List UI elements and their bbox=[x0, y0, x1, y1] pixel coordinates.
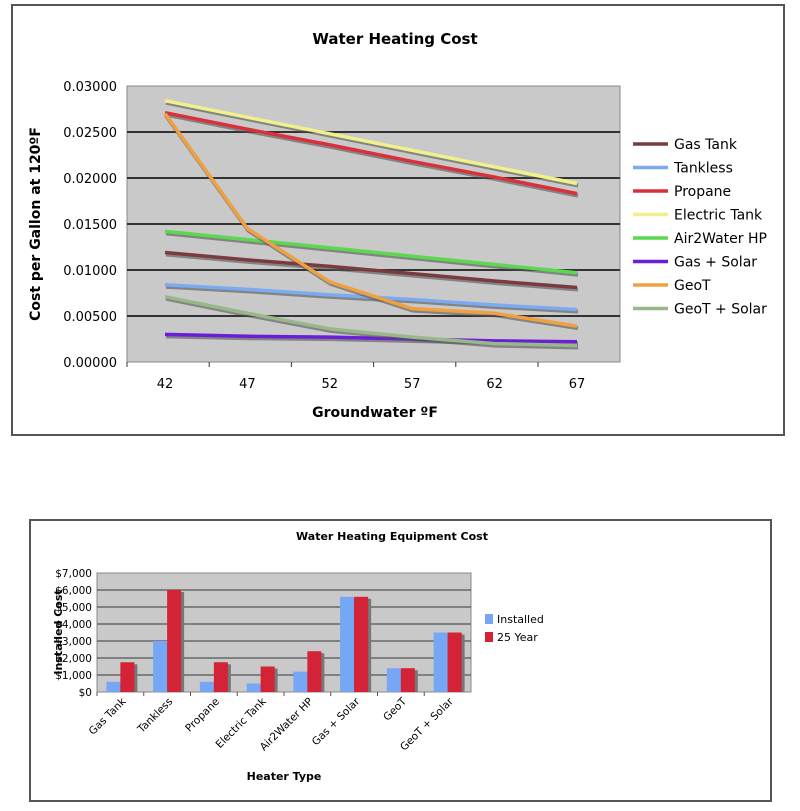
x-tick-label: 62 bbox=[486, 377, 503, 392]
y-tick-label: $2,000 bbox=[55, 653, 92, 665]
legend-label: GeoT bbox=[674, 278, 711, 294]
chart-title: Water Heating Cost bbox=[312, 30, 477, 48]
x-tick-label: 52 bbox=[322, 377, 339, 392]
series-line-electric-tank bbox=[164, 99, 578, 186]
series-line-propane bbox=[164, 110, 578, 196]
y-tick-label: $7,000 bbox=[55, 568, 92, 580]
series-line-geot bbox=[163, 112, 578, 328]
bar-25-year bbox=[213, 662, 228, 692]
y-tick-label: $1,000 bbox=[55, 670, 92, 682]
bar-installed bbox=[199, 681, 214, 692]
legend-label: Propane bbox=[674, 184, 731, 200]
bar-25-year bbox=[400, 668, 415, 692]
y-tick-label: 0.00500 bbox=[63, 310, 117, 325]
legend-label: Electric Tank bbox=[674, 208, 763, 224]
series-shadow bbox=[165, 296, 579, 350]
x-tick-label: 67 bbox=[569, 377, 586, 392]
y-tick-label: $0 bbox=[79, 687, 92, 699]
bar-25-year bbox=[260, 666, 275, 692]
bar-25-year bbox=[447, 632, 462, 692]
chart-title: Water Heating Equipment Cost bbox=[296, 530, 488, 543]
legend-label: Gas Tank bbox=[674, 137, 738, 153]
y-tick-label: 0.01000 bbox=[63, 264, 117, 279]
legend-label: GeoT + Solar bbox=[674, 302, 767, 318]
legend-swatch bbox=[485, 632, 493, 642]
legend-label: Tankless bbox=[673, 161, 733, 177]
x-tick-label: Gas Tank bbox=[87, 695, 130, 738]
series-line-gas-tank bbox=[164, 250, 578, 290]
bar-installed bbox=[106, 681, 121, 692]
bar-25-year bbox=[307, 651, 322, 692]
x-tick-label: 47 bbox=[239, 377, 256, 392]
x-axis-label: Groundwater ºF bbox=[312, 405, 438, 421]
bar-installed bbox=[153, 641, 168, 692]
legend-label: Installed bbox=[497, 613, 544, 626]
x-tick-label: Tankless bbox=[135, 696, 175, 736]
series-shadow bbox=[165, 100, 579, 188]
y-tick-label: $5,000 bbox=[55, 602, 92, 614]
x-axis-label: Heater Type bbox=[247, 770, 322, 783]
bar-installed bbox=[340, 596, 355, 692]
x-tick-label: 42 bbox=[157, 377, 174, 392]
y-tick-label: 0.01500 bbox=[63, 218, 117, 233]
legend-swatch bbox=[485, 614, 493, 624]
legend-label: 25 Year bbox=[497, 631, 538, 644]
x-tick-label: Gas + Solar bbox=[310, 695, 363, 748]
series-shadow bbox=[165, 252, 579, 292]
y-tick-label: $3,000 bbox=[55, 636, 92, 648]
y-tick-label: 0.02000 bbox=[63, 172, 117, 187]
legend-label: Air2Water HP bbox=[674, 231, 767, 247]
bar-installed bbox=[246, 683, 261, 692]
y-tick-label: $4,000 bbox=[55, 619, 92, 631]
bar-installed bbox=[293, 671, 308, 692]
series-line-gas-solar bbox=[164, 332, 578, 344]
bar-25-year bbox=[354, 596, 369, 692]
y-tick-label: 0.02500 bbox=[63, 126, 117, 141]
series-line-air2water-hp bbox=[164, 229, 578, 275]
series-line-geot-solar bbox=[164, 294, 578, 348]
legend-label: Gas + Solar bbox=[674, 255, 757, 271]
bar-25-year bbox=[120, 662, 135, 692]
x-tick-label: 57 bbox=[404, 377, 421, 392]
y-axis-label: Cost per Gallon at 120ºF bbox=[28, 127, 44, 321]
x-tick-label: GeoT bbox=[381, 695, 409, 723]
bar-installed bbox=[386, 668, 401, 692]
series-shadow bbox=[165, 231, 579, 277]
y-tick-label: $6,000 bbox=[55, 585, 92, 597]
y-axis-label: Installed Cost bbox=[52, 589, 65, 674]
y-tick-label: 0.00000 bbox=[63, 356, 117, 371]
y-tick-label: 0.03000 bbox=[63, 80, 117, 95]
bar-installed bbox=[433, 632, 448, 692]
bar-25-year bbox=[167, 590, 182, 692]
series-shadow bbox=[165, 112, 579, 198]
x-tick-label: Propane bbox=[183, 696, 222, 735]
